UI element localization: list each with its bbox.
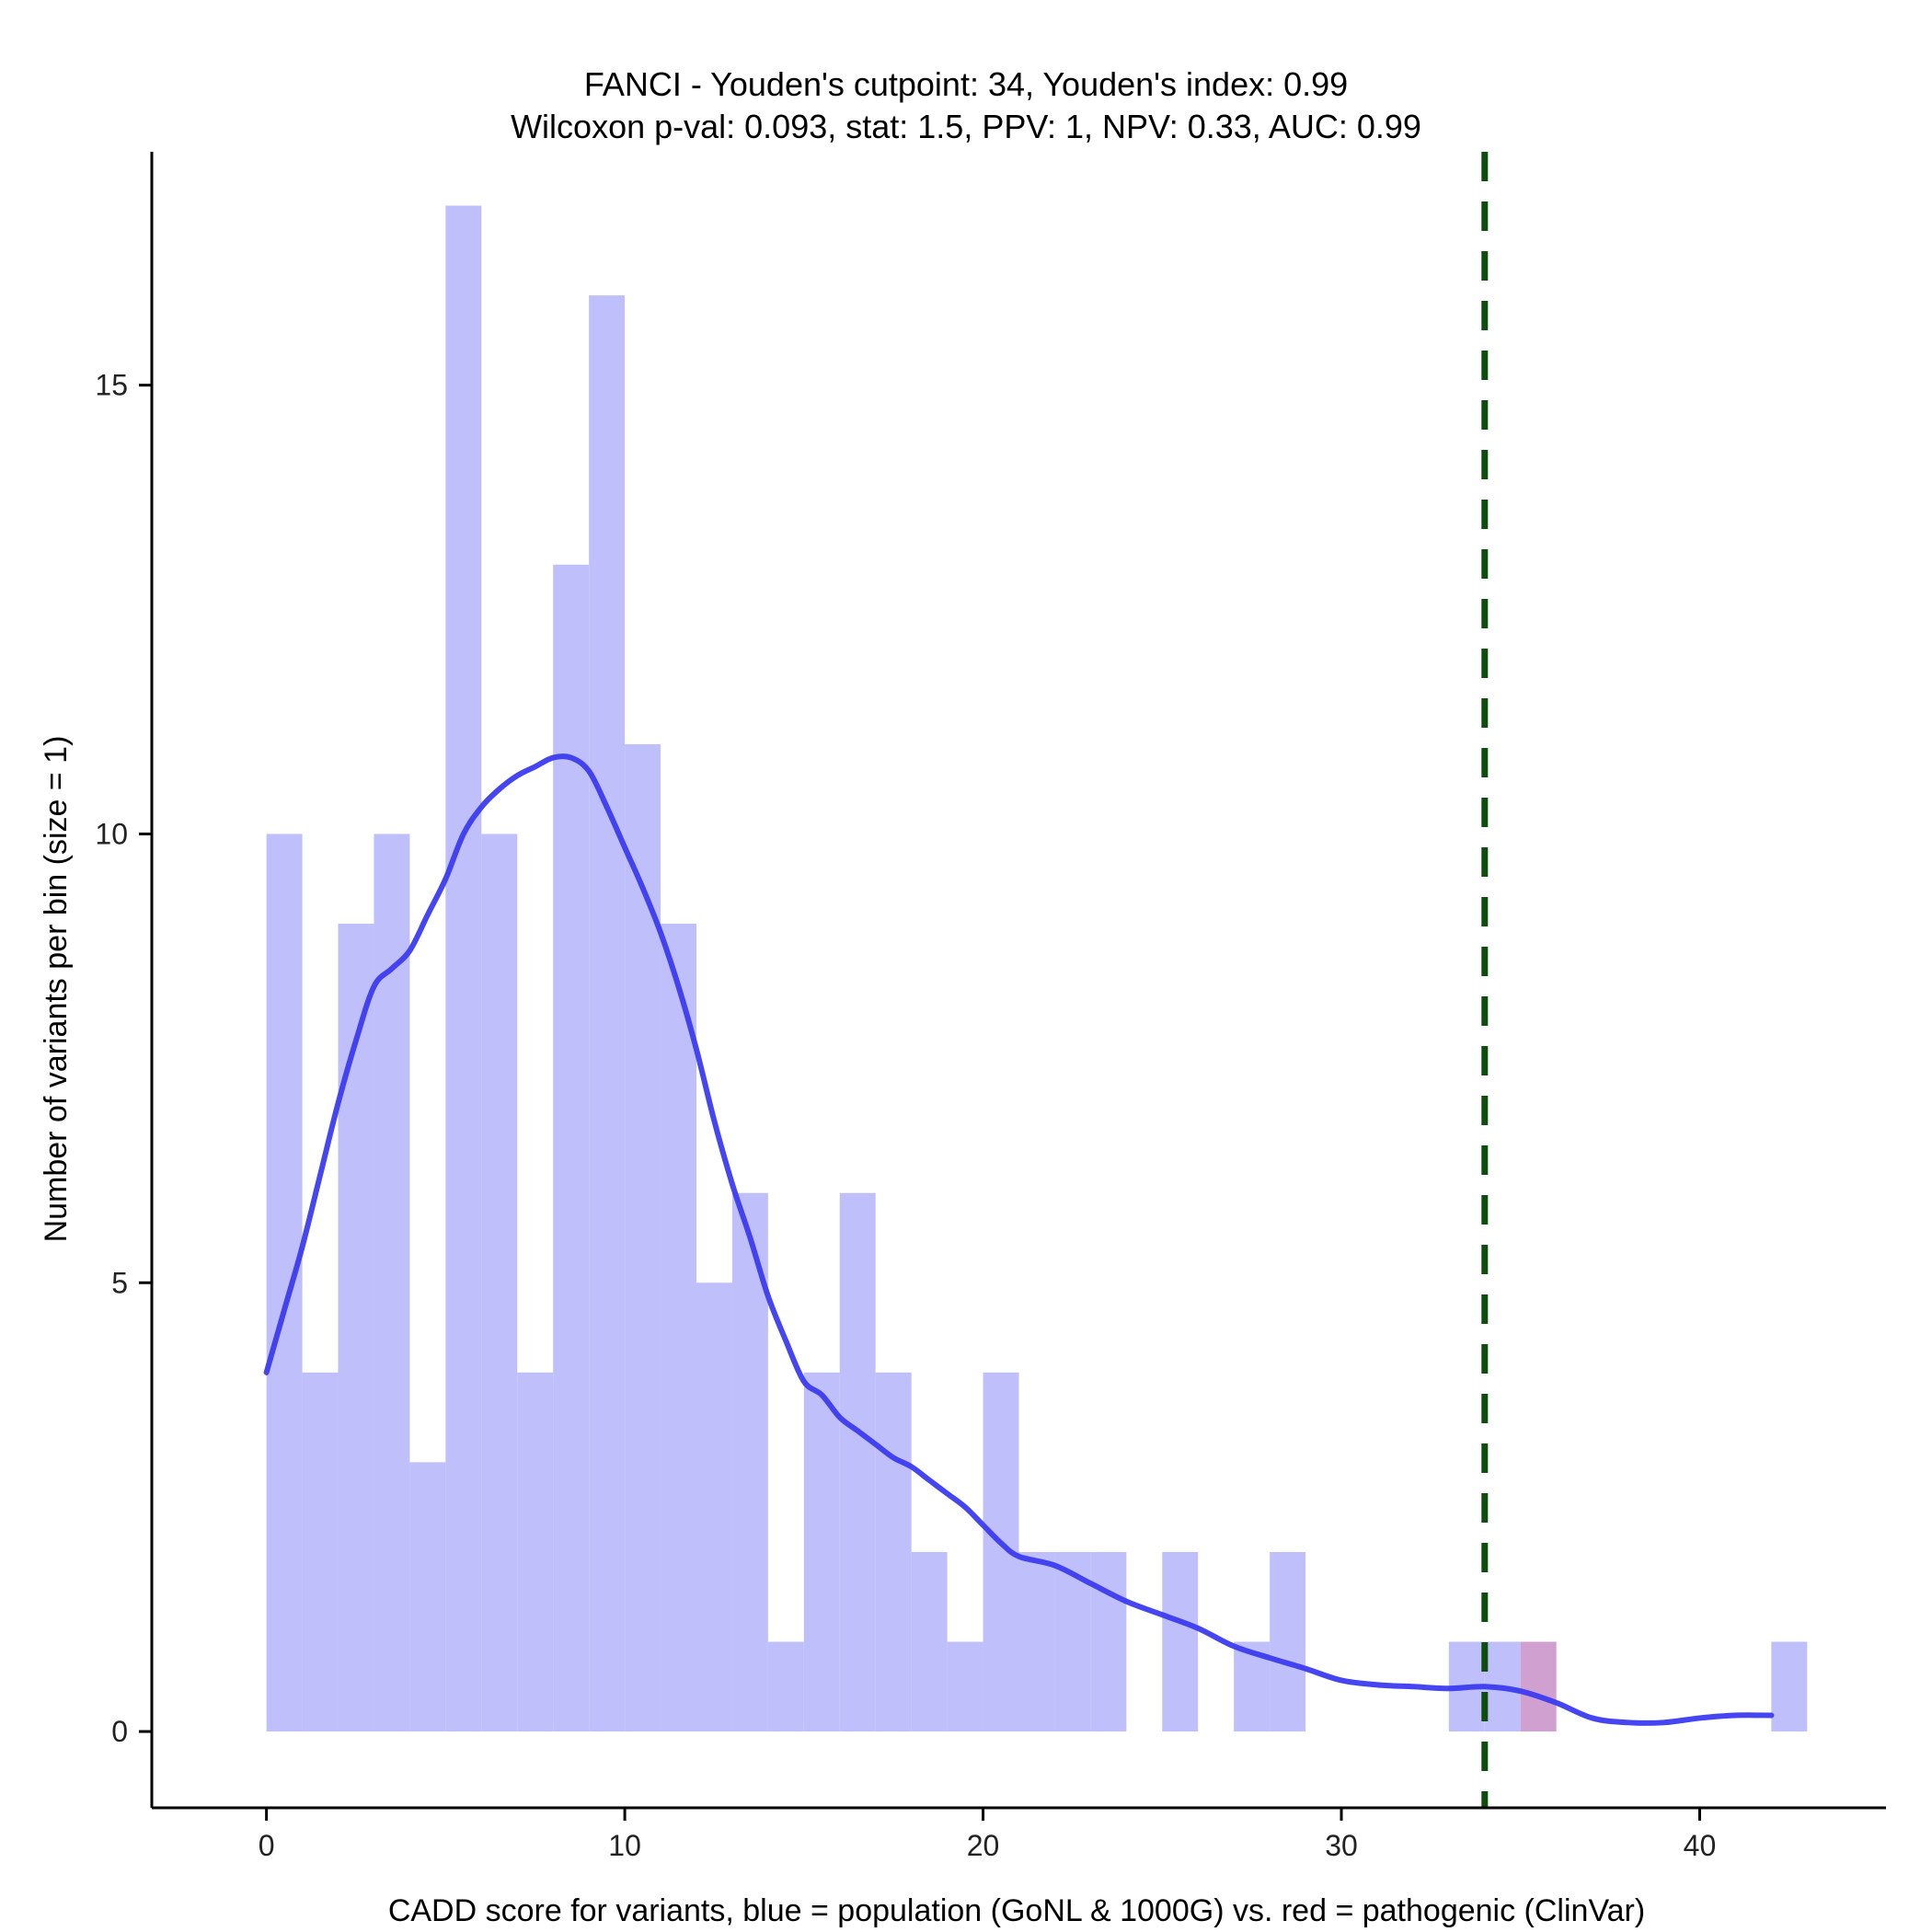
pathogenic-bar (1520, 1641, 1557, 1732)
chart-subtitle: Wilcoxon p-val: 0.093, stat: 1.5, PPV: 1… (511, 108, 1421, 145)
density-curve (263, 753, 1775, 1726)
population-bar (839, 1192, 876, 1732)
density-curve-group (263, 753, 1775, 1726)
x-tick-label: 40 (1684, 1829, 1717, 1862)
population-bar (1090, 1551, 1127, 1732)
chart-title: FANCI - Youden's cutpoint: 34, Youden's … (584, 65, 1348, 103)
x-tick-label: 0 (259, 1829, 275, 1862)
population-bar (553, 564, 590, 1732)
x-tick-label: 20 (967, 1829, 1000, 1862)
histogram-bars (266, 205, 1808, 1732)
population-bar (1771, 1641, 1808, 1732)
population-bar (947, 1641, 983, 1732)
y-tick-label: 0 (111, 1715, 128, 1748)
x-tick-label: 10 (608, 1829, 641, 1862)
y-tick-label: 10 (95, 817, 128, 850)
population-bar (589, 295, 626, 1732)
population-bar (696, 1282, 732, 1732)
population-bar (911, 1551, 948, 1732)
population-bar (1162, 1551, 1199, 1732)
population-bar (409, 1462, 446, 1732)
population-bar (625, 743, 661, 1732)
y-axis-label: Number of variants per bin (size = 1) (39, 736, 74, 1243)
y-tick-label: 15 (95, 369, 128, 402)
population-bar (1270, 1551, 1306, 1732)
population-bar (767, 1641, 804, 1732)
population-bar (374, 834, 410, 1732)
population-bar (803, 1372, 840, 1732)
population-bar (445, 205, 482, 1732)
population-bar (338, 924, 374, 1732)
population-bar (1018, 1551, 1055, 1732)
y-axis-ticks: 0 5 10 15 (95, 369, 152, 1748)
population-bar (517, 1372, 554, 1732)
x-tick-label: 30 (1325, 1829, 1358, 1862)
x-axis-ticks: 0 10 20 30 40 (259, 1808, 1717, 1862)
x-axis-label: CADD score for variants, blue = populati… (388, 1893, 1645, 1928)
population-bar (875, 1372, 912, 1732)
population-bar (481, 834, 518, 1732)
population-bar (661, 924, 696, 1732)
y-tick-label: 5 (111, 1266, 128, 1299)
population-bar (266, 834, 303, 1732)
population-bar (302, 1372, 339, 1732)
